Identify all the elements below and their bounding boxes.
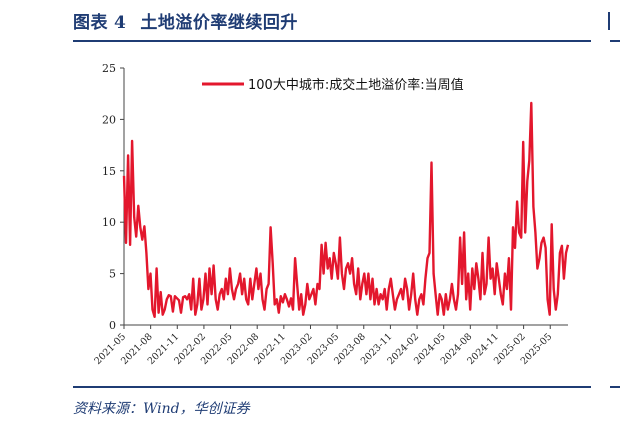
y-tick-label: 15 — [102, 165, 116, 178]
title-divider — [73, 40, 591, 42]
source-divider — [73, 386, 591, 388]
next-figure-divider-bottom — [610, 386, 620, 388]
figure-title-text: 土地溢价率继续回升 — [140, 13, 298, 33]
axes: 05101520252021-052021-082021-112022-0220… — [92, 62, 568, 367]
y-tick-label: 5 — [109, 268, 116, 281]
next-figure-divider — [610, 40, 620, 42]
series-line-0 — [122, 101, 570, 318]
figure-label: 图表 — [73, 13, 108, 33]
legend-label: 100大中城市:成交土地溢价率:当周值 — [248, 77, 464, 93]
legend: 100大中城市:成交土地溢价率:当周值 — [202, 77, 464, 93]
y-tick-label: 0 — [109, 319, 116, 332]
y-tick-label: 25 — [102, 62, 116, 75]
y-tick-label: 20 — [102, 113, 116, 126]
figure-title: 图表 4 土地溢价率继续回升 — [73, 8, 298, 33]
figure-number: 4 — [114, 13, 127, 33]
next-figure-edge — [608, 12, 620, 30]
series-group — [122, 101, 570, 318]
y-tick-label: 10 — [102, 216, 116, 229]
source-note: 资料来源：Wind，华创证券 — [73, 401, 250, 417]
